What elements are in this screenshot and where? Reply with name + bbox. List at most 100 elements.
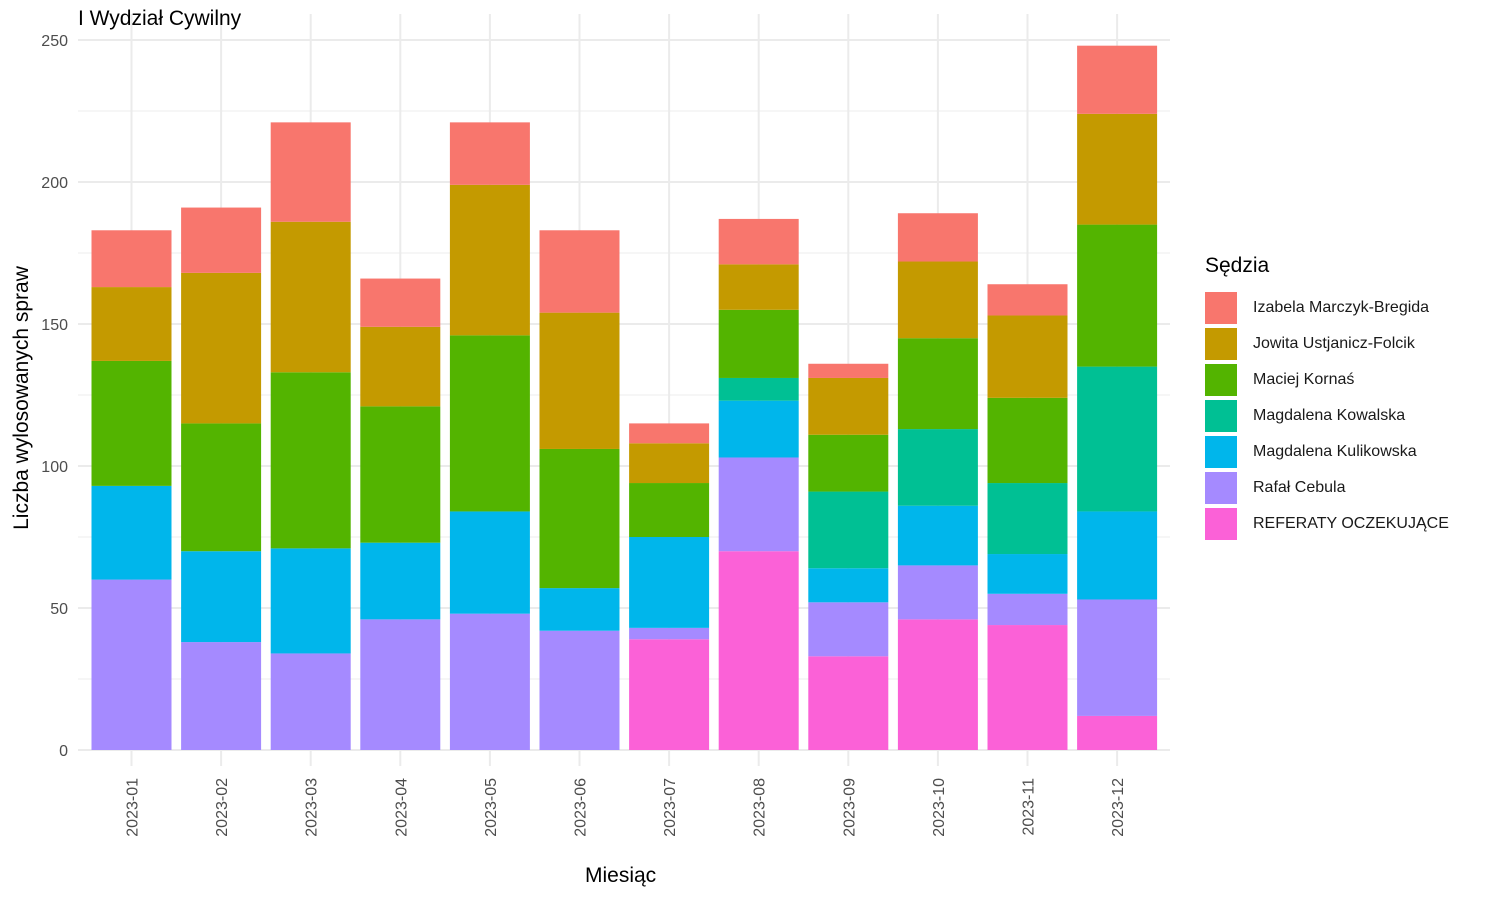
legend-items: Izabela Marczyk-Bregida Jowita Ustjanicz-…	[1205, 290, 1449, 542]
bar-segment	[539, 230, 620, 313]
bar-segment	[808, 602, 889, 657]
bar-segment	[270, 653, 351, 750]
legend-label: REFERATY OCZEKUJĄCE	[1253, 515, 1449, 532]
bar-segment	[629, 537, 710, 628]
x-tick-label: 2023-07	[662, 778, 679, 837]
bar-segment	[449, 184, 530, 336]
bar-segment	[897, 213, 978, 262]
bar-segment	[987, 593, 1068, 626]
x-tick-label: 2023-08	[752, 778, 769, 837]
legend-swatch	[1205, 400, 1237, 432]
legend-item: Maciej Kornaś	[1205, 362, 1449, 398]
bar-segment	[987, 397, 1068, 484]
y-tick-label: 100	[41, 459, 68, 476]
bar-segment	[897, 619, 978, 750]
legend-swatch	[1205, 328, 1237, 360]
x-tick-label: 2023-10	[931, 778, 948, 837]
y-tick-label: 0	[59, 743, 68, 760]
bar-segment	[1077, 715, 1158, 750]
bar-segment	[360, 619, 441, 750]
legend-item: Rafał Cebula	[1205, 470, 1449, 506]
chart-title: I Wydział Cywilny	[78, 7, 242, 30]
bar-segment	[360, 278, 441, 327]
y-tick-label: 150	[41, 317, 68, 334]
bar-segment	[897, 338, 978, 430]
x-tick-label: 2023-02	[214, 778, 231, 837]
bar-segment	[360, 542, 441, 620]
legend-swatch	[1205, 292, 1237, 324]
bar-segment	[629, 627, 710, 640]
bar-segment	[1077, 599, 1158, 716]
bar-segment	[539, 448, 620, 589]
bar-segment	[987, 554, 1068, 594]
x-tick-label: 2023-09	[841, 778, 858, 837]
bar-segment	[718, 551, 799, 750]
bar-segment	[270, 372, 351, 549]
bar-segment	[629, 443, 710, 484]
legend-label: Magdalena Kowalska	[1253, 407, 1406, 424]
bar-segment	[360, 406, 441, 543]
bar-segment	[808, 491, 889, 569]
bar-segment	[718, 457, 799, 552]
bar-segment	[629, 483, 710, 537]
bar-segment	[987, 315, 1068, 398]
legend-label: Maciej Kornaś	[1253, 371, 1355, 388]
x-tick-label: 2023-12	[1110, 778, 1127, 837]
legend-label: Rafał Cebula	[1253, 479, 1346, 496]
y-axis-label: Liczba wylosowanych spraw	[10, 266, 33, 530]
bar-segment	[718, 264, 799, 310]
bar-segment	[987, 284, 1068, 316]
y-tick-label: 250	[41, 33, 68, 50]
y-tick-label: 200	[41, 175, 68, 192]
bar-segment	[360, 326, 441, 407]
bar-segment	[181, 551, 262, 643]
legend-item: Jowita Ustjanicz-Folcik	[1205, 326, 1449, 362]
bar-segment	[808, 363, 889, 378]
bar-segment	[897, 565, 978, 620]
bar-segment	[91, 230, 172, 288]
bar-segment	[539, 588, 620, 631]
x-tick-label: 2023-04	[393, 778, 410, 837]
legend-swatch	[1205, 436, 1237, 468]
legend-title: Sędzia	[1205, 254, 1270, 277]
bar-segment	[897, 505, 978, 566]
bar-segment	[270, 221, 351, 373]
legend-item: Magdalena Kowalska	[1205, 398, 1449, 434]
legend-item: REFERATY OCZEKUJĄCE	[1205, 506, 1449, 542]
legend-swatch	[1205, 508, 1237, 540]
x-tick-label: 2023-03	[304, 778, 321, 837]
bar-segment	[1077, 45, 1158, 114]
legend-swatch	[1205, 364, 1237, 396]
bar-segment	[718, 377, 799, 401]
bar-segment	[181, 207, 262, 273]
bar-segment	[1077, 224, 1158, 367]
bar-segment	[987, 625, 1068, 750]
x-tick-label: 2023-06	[573, 778, 590, 837]
bar-segment	[1077, 511, 1158, 600]
legend-swatch	[1205, 472, 1237, 504]
bar-segment	[808, 568, 889, 603]
bar-segment	[449, 122, 530, 185]
x-tick-label: 2023-05	[483, 778, 500, 837]
x-tick-label: 2023-01	[125, 778, 142, 837]
legend-label: Jowita Ustjanicz-Folcik	[1253, 335, 1415, 352]
bar-segment	[181, 272, 262, 424]
bar-segment	[808, 377, 889, 435]
legend-label: Magdalena Kulikowska	[1253, 443, 1417, 460]
x-axis-label: Miesiąc	[585, 864, 657, 887]
bar-segment	[718, 309, 799, 378]
bar-segment	[897, 261, 978, 339]
bar-segment	[629, 639, 710, 750]
bar-segment	[449, 335, 530, 512]
bar-segment	[91, 579, 172, 750]
bar-segment	[539, 630, 620, 750]
bar-segment	[808, 434, 889, 492]
bar-segment	[181, 423, 262, 552]
bar-segment	[629, 423, 710, 444]
bar-segment	[718, 400, 799, 458]
bar-segment	[181, 642, 262, 750]
bar-segment	[91, 360, 172, 486]
bar-segment	[808, 656, 889, 750]
